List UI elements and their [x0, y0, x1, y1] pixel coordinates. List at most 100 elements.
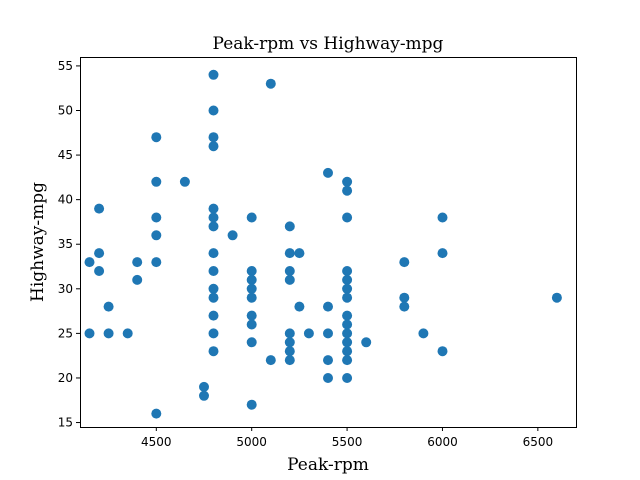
- data-point: [437, 212, 448, 223]
- data-point: [418, 328, 429, 339]
- y-axis-ticks: 15 20 25 30 35 40 45 50 55: [58, 59, 80, 430]
- data-point: [94, 248, 105, 259]
- data-point: [342, 212, 353, 223]
- data-points: [84, 69, 562, 419]
- data-point: [294, 248, 305, 259]
- data-point: [342, 328, 353, 339]
- y-tick-label: 45: [58, 148, 73, 162]
- y-tick-label: 55: [58, 59, 73, 73]
- data-point: [342, 176, 353, 187]
- data-point: [342, 266, 353, 276]
- data-point: [94, 266, 105, 276]
- data-point: [179, 176, 190, 187]
- data-point: [151, 230, 162, 241]
- data-point: [122, 328, 133, 339]
- data-point: [208, 221, 219, 232]
- y-tick-label: 25: [58, 326, 73, 340]
- data-point: [199, 381, 209, 392]
- data-point: [132, 257, 143, 268]
- data-point: [151, 176, 162, 187]
- data-point: [284, 337, 295, 348]
- y-tick-label: 35: [58, 237, 73, 251]
- y-tick-label: 30: [58, 282, 73, 296]
- data-point: [246, 319, 257, 330]
- data-point: [399, 301, 410, 312]
- data-point: [208, 212, 219, 223]
- data-point: [342, 310, 353, 321]
- x-tick-label: 5000: [236, 435, 267, 449]
- data-point: [208, 292, 219, 303]
- data-point: [208, 141, 219, 152]
- y-tick-label: 40: [58, 193, 73, 207]
- data-point: [246, 337, 257, 348]
- data-point: [208, 346, 219, 357]
- data-point: [246, 310, 257, 321]
- data-point: [284, 328, 295, 339]
- data-point: [284, 355, 295, 366]
- data-point: [342, 274, 353, 285]
- data-point: [246, 399, 257, 410]
- x-tick-label: 6000: [427, 435, 458, 449]
- data-point: [151, 257, 162, 268]
- y-tick-label: 20: [58, 371, 73, 385]
- data-point: [84, 257, 95, 268]
- data-point: [208, 203, 219, 214]
- data-point: [342, 185, 353, 196]
- data-point: [437, 248, 448, 259]
- x-axis-ticks: 4500 5000 5500 6000 6500: [141, 427, 553, 449]
- data-point: [246, 266, 257, 276]
- x-tick-label: 5500: [332, 435, 363, 449]
- data-point: [342, 337, 353, 348]
- data-point: [246, 283, 257, 294]
- data-point: [303, 328, 314, 339]
- x-tick-label: 6500: [523, 435, 554, 449]
- data-point: [265, 355, 276, 366]
- data-point: [361, 337, 372, 348]
- data-point: [103, 328, 114, 339]
- data-point: [208, 328, 219, 339]
- data-point: [208, 310, 219, 321]
- data-point: [323, 355, 333, 366]
- data-point: [208, 69, 219, 80]
- data-point: [208, 105, 219, 116]
- data-point: [284, 248, 295, 259]
- data-point: [284, 274, 295, 285]
- data-point: [284, 346, 295, 357]
- data-point: [294, 301, 305, 312]
- data-point: [227, 230, 238, 241]
- data-point: [399, 292, 410, 303]
- y-axis-label: Highway-mpg: [28, 182, 48, 302]
- data-point: [103, 301, 114, 312]
- data-point: [284, 221, 295, 232]
- x-tick-label: 4500: [141, 435, 172, 449]
- data-point: [208, 248, 219, 259]
- data-point: [151, 408, 162, 419]
- data-point: [342, 283, 353, 294]
- data-point: [323, 301, 333, 312]
- data-point: [342, 292, 353, 303]
- data-point: [342, 373, 353, 383]
- data-point: [208, 283, 219, 294]
- data-point: [246, 212, 257, 223]
- data-point: [551, 292, 562, 303]
- data-point: [323, 328, 333, 339]
- data-point: [323, 373, 333, 383]
- data-point: [437, 346, 448, 357]
- data-point: [208, 266, 219, 276]
- data-point: [199, 390, 209, 401]
- data-point: [151, 132, 162, 143]
- plot-frame: [80, 57, 577, 428]
- data-point: [208, 132, 219, 143]
- data-point: [246, 274, 257, 285]
- data-point: [284, 266, 295, 276]
- data-point: [399, 257, 410, 268]
- chart-title: Peak-rpm vs Highway-mpg: [213, 34, 444, 54]
- data-point: [246, 292, 257, 303]
- data-point: [94, 203, 105, 214]
- data-point: [342, 355, 353, 366]
- data-point: [132, 274, 143, 285]
- x-axis-label: Peak-rpm: [287, 455, 369, 475]
- data-point: [265, 78, 276, 89]
- data-point: [151, 212, 162, 223]
